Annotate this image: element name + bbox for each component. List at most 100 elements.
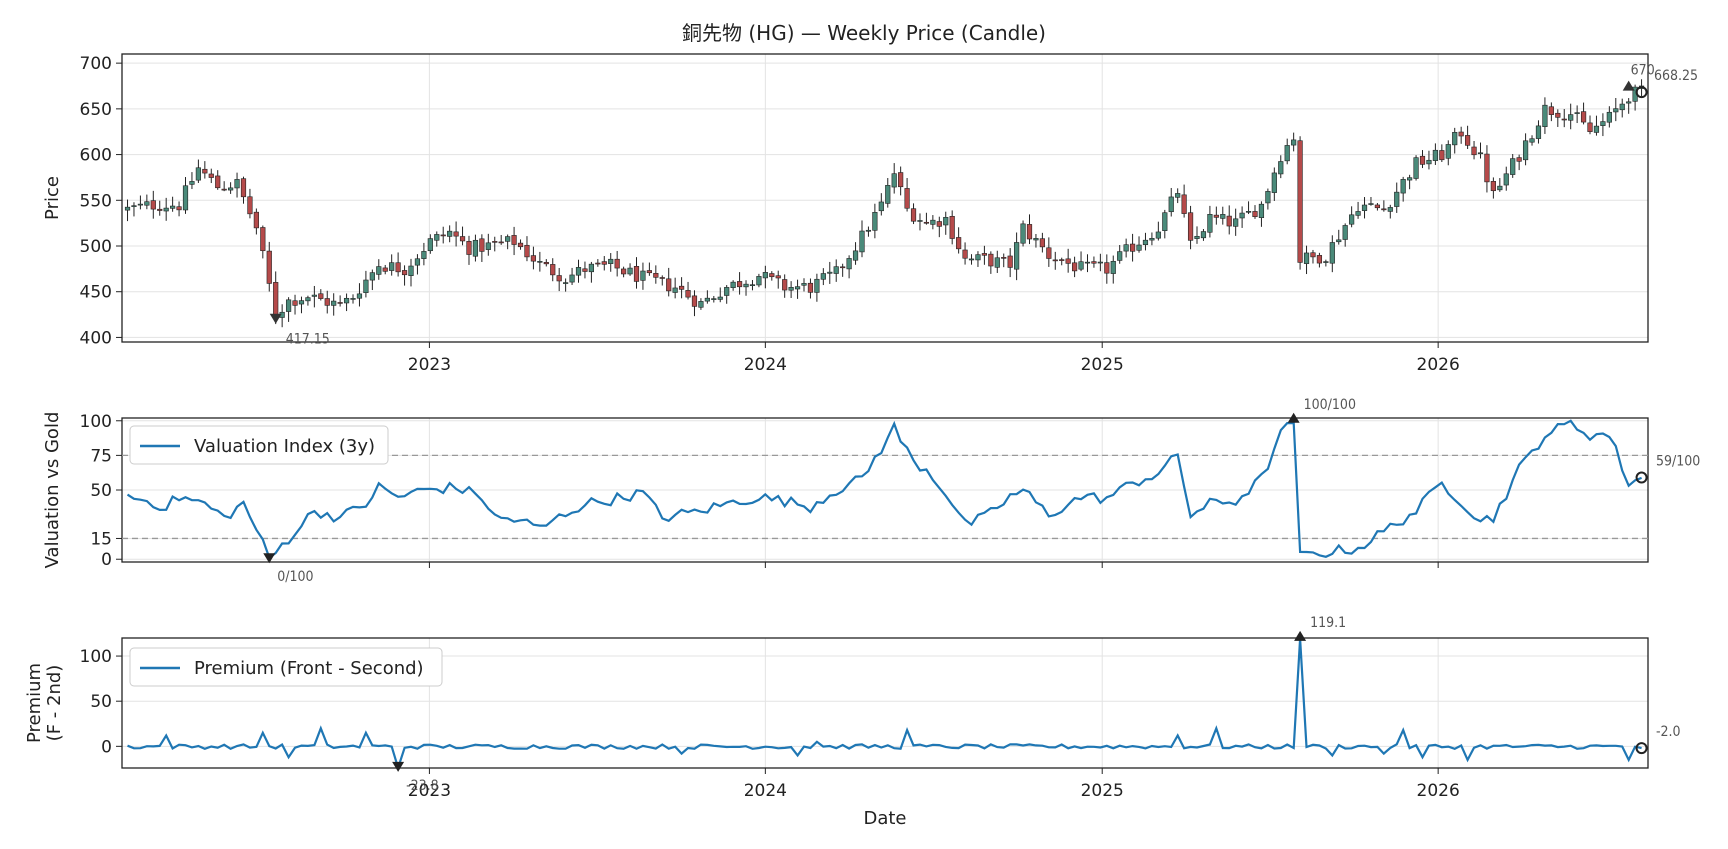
candle-body [485, 242, 491, 250]
y-tick-label: 100 [80, 647, 112, 667]
candle-body [1097, 261, 1103, 264]
candle-body [994, 257, 1000, 268]
y-tick-label: 50 [90, 481, 112, 501]
candle-body [736, 281, 743, 288]
candle-body [595, 262, 601, 265]
candle-body [459, 236, 466, 242]
candle-body [923, 221, 930, 224]
candle-body [569, 274, 575, 283]
candle-body [318, 293, 324, 299]
candle-body [678, 285, 685, 290]
y-tick-label: 400 [80, 328, 112, 348]
last-annotation: 59/100 [1656, 454, 1700, 470]
candle-body [1452, 132, 1458, 146]
candle-body [1329, 242, 1335, 264]
candle-body [131, 205, 137, 207]
candle-body [704, 297, 710, 302]
candle-body [1239, 212, 1245, 219]
x-tick-label: 2024 [744, 781, 787, 801]
candle-body [144, 201, 150, 206]
last-marker [1635, 86, 1648, 99]
candle-body [1039, 238, 1045, 248]
candle-body [253, 211, 259, 229]
candle-body [266, 250, 272, 284]
candle-body [865, 229, 872, 232]
candle-body [363, 279, 369, 293]
candle-body [1458, 131, 1464, 137]
x-axis-label: Date [863, 808, 906, 829]
candle-body [453, 231, 459, 237]
y-axis-label-line: (F - 2nd) [44, 665, 65, 742]
x-tick-label: 2026 [1417, 355, 1460, 375]
candle-body [434, 234, 440, 241]
candle-body [988, 253, 994, 267]
candle-body [975, 254, 981, 261]
candle-body [1561, 118, 1567, 121]
candle-body [1149, 238, 1155, 241]
candle-body [260, 227, 266, 252]
candle-body [1123, 244, 1129, 252]
candle-body [505, 236, 511, 242]
candle-body [621, 268, 627, 275]
candle-body [298, 300, 305, 305]
candle-body [1297, 140, 1303, 263]
candle-body [492, 241, 498, 243]
candle-body [1426, 159, 1432, 165]
last-marker [1635, 471, 1648, 484]
candle-body [189, 181, 195, 185]
candle-body [1001, 257, 1007, 259]
candle-body [846, 258, 852, 270]
candle-body [788, 287, 794, 291]
candle-body [1587, 122, 1593, 132]
max-marker [1294, 630, 1307, 641]
y-tick-label: 100 [80, 412, 112, 432]
candle-body [1071, 262, 1078, 272]
candle-body [659, 277, 665, 279]
x-tick-label: 2025 [1081, 355, 1124, 375]
candle-body [1465, 135, 1471, 146]
candle-body [331, 300, 337, 306]
candle-body [240, 178, 247, 198]
candle-body [614, 258, 620, 269]
candle-body [1522, 140, 1529, 161]
candle-body [956, 237, 962, 250]
candle-body [1574, 112, 1580, 114]
candle-body [447, 230, 453, 237]
candle-body [756, 276, 762, 286]
plot-frame [121, 637, 1649, 769]
candle-body [859, 230, 865, 253]
x-tick-label: 2026 [1417, 781, 1460, 801]
y-tick-label: 0 [101, 550, 112, 570]
candle-body [840, 266, 846, 269]
candle-body [124, 206, 131, 211]
candle-body [691, 295, 698, 307]
y-tick-label: 0 [101, 737, 112, 757]
candle-body [1497, 185, 1503, 191]
candle-body [208, 173, 214, 178]
max-annotation: 100/100 [1304, 397, 1356, 413]
candle-body [904, 188, 910, 209]
candle-body [1361, 204, 1368, 211]
candle-body [878, 201, 884, 212]
candle-body [730, 281, 736, 289]
candle-body [1303, 252, 1310, 264]
candle-body [1535, 125, 1542, 139]
candle-body [221, 188, 227, 191]
candle-body [588, 263, 594, 273]
candle-body [234, 179, 240, 189]
y-tick-label: 450 [80, 283, 112, 303]
candle-body [943, 217, 949, 226]
candle-body [1606, 111, 1612, 123]
candle-body [376, 266, 382, 275]
candle-body [1200, 231, 1207, 239]
candle-body [698, 301, 704, 308]
candle-body [646, 270, 652, 274]
legend-box [129, 647, 443, 687]
candle-body [1368, 203, 1374, 205]
candle-body [1084, 261, 1091, 264]
candle-body [807, 282, 814, 293]
candle-body [1310, 252, 1316, 258]
candle-body [1026, 224, 1033, 240]
y-axis-label-line: Premium [24, 663, 45, 743]
